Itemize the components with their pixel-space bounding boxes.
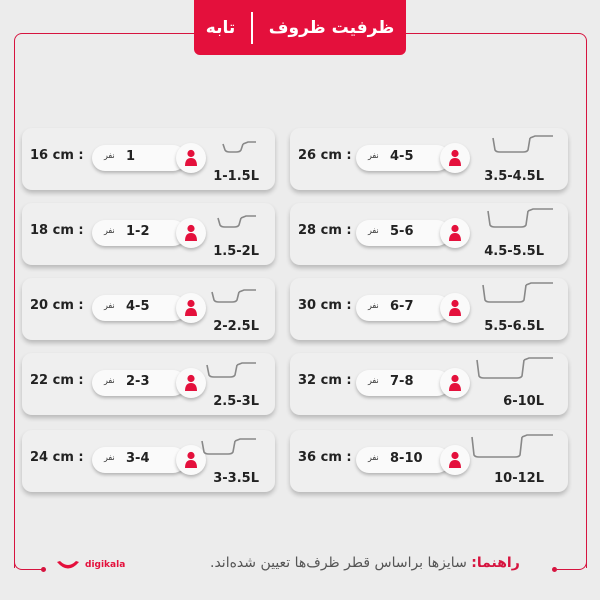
people-pill: نفر 3-4 bbox=[92, 447, 186, 473]
pan-icon bbox=[492, 135, 553, 153]
capacity-card: 28 cm : نفر 5-6 4.5-5.5L bbox=[290, 203, 568, 265]
people-unit: نفر bbox=[368, 453, 379, 462]
smile-icon bbox=[57, 561, 79, 569]
people-unit: نفر bbox=[104, 301, 115, 310]
diameter: 36 cm : bbox=[298, 450, 352, 465]
person-icon bbox=[176, 293, 206, 323]
capacity-liters: 1.5-2L bbox=[213, 244, 259, 259]
capacity-card: 20 cm : نفر 4-5 2-2.5L bbox=[22, 278, 275, 340]
frame-dot-left bbox=[41, 567, 46, 572]
header-subtitle: تابه bbox=[205, 17, 236, 38]
capacity-card: 32 cm : نفر 7-8 6-10L bbox=[290, 353, 568, 415]
people-count: 6-7 bbox=[390, 299, 414, 314]
people-unit: نفر bbox=[104, 226, 115, 235]
people-count: 4-5 bbox=[126, 299, 150, 314]
pan-icon bbox=[206, 362, 256, 378]
diameter: 20 cm : bbox=[30, 298, 84, 313]
frame-dot-right bbox=[552, 567, 557, 572]
digikala-logo: digikala bbox=[55, 559, 125, 571]
people-unit: نفر bbox=[368, 226, 379, 235]
frame-corner-right bbox=[557, 560, 587, 570]
capacity-liters: 4.5-5.5L bbox=[484, 244, 544, 259]
capacity-card: 18 cm : نفر 1-2 1.5-2L bbox=[22, 203, 275, 265]
header-banner: ظرفیت ظروف تابه bbox=[194, 0, 406, 55]
people-pill: نفر 6-7 bbox=[356, 295, 450, 321]
frame-corner-left bbox=[14, 560, 44, 570]
pan-icon bbox=[471, 434, 553, 458]
header-title: ظرفیت ظروف bbox=[268, 17, 395, 38]
diameter: 26 cm : bbox=[298, 148, 352, 163]
people-unit: نفر bbox=[104, 453, 115, 462]
people-pill: نفر 5-6 bbox=[356, 220, 450, 246]
people-count: 2-3 bbox=[126, 374, 150, 389]
people-unit: نفر bbox=[104, 376, 115, 385]
people-unit: نفر bbox=[368, 376, 379, 385]
capacity-liters: 10-12L bbox=[494, 471, 544, 486]
pan-icon bbox=[487, 208, 553, 228]
person-icon bbox=[176, 218, 206, 248]
people-count: 7-8 bbox=[390, 374, 414, 389]
people-count: 1-2 bbox=[126, 224, 150, 239]
people-pill: نفر 1 bbox=[92, 145, 186, 171]
pan-icon bbox=[476, 357, 553, 379]
diameter: 28 cm : bbox=[298, 223, 352, 238]
people-unit: نفر bbox=[368, 151, 379, 160]
people-pill: نفر 4-5 bbox=[356, 145, 450, 171]
people-count: 8-10 bbox=[390, 451, 423, 466]
capacity-card: 22 cm : نفر 2-3 2.5-3L bbox=[22, 353, 275, 415]
people-pill: نفر 4-5 bbox=[92, 295, 186, 321]
diameter: 18 cm : bbox=[30, 223, 84, 238]
person-icon bbox=[176, 445, 206, 475]
people-count: 3-4 bbox=[126, 451, 150, 466]
people-pill: نفر 1-2 bbox=[92, 220, 186, 246]
footer-label: راهنما: bbox=[471, 555, 520, 571]
capacity-liters: 2-2.5L bbox=[213, 319, 259, 334]
people-pill: نفر 8-10 bbox=[356, 447, 450, 473]
capacity-liters: 1-1.5L bbox=[213, 169, 259, 184]
diameter: 32 cm : bbox=[298, 373, 352, 388]
pan-icon bbox=[222, 141, 256, 153]
capacity-liters: 5.5-6.5L bbox=[484, 319, 544, 334]
capacity-liters: 6-10L bbox=[503, 394, 544, 409]
person-icon bbox=[440, 368, 470, 398]
capacity-card: 16 cm : نفر 1 1-1.5L bbox=[22, 128, 275, 190]
capacity-card: 36 cm : نفر 8-10 10-12L bbox=[290, 430, 568, 492]
capacity-liters: 3-3.5L bbox=[213, 471, 259, 486]
logo-text: digikala bbox=[85, 560, 126, 570]
person-icon bbox=[440, 218, 470, 248]
person-icon bbox=[440, 445, 470, 475]
capacity-liters: 2.5-3L bbox=[213, 394, 259, 409]
person-icon bbox=[440, 143, 470, 173]
capacity-card: 26 cm : نفر 4-5 3.5-4.5L bbox=[290, 128, 568, 190]
people-count: 4-5 bbox=[390, 149, 414, 164]
person-icon bbox=[176, 368, 206, 398]
capacity-liters: 3.5-4.5L bbox=[484, 169, 544, 184]
person-icon bbox=[176, 143, 206, 173]
pan-icon bbox=[201, 438, 256, 455]
people-count: 1 bbox=[126, 149, 136, 164]
people-pill: نفر 7-8 bbox=[356, 370, 450, 396]
people-pill: نفر 2-3 bbox=[92, 370, 186, 396]
people-unit: نفر bbox=[368, 301, 379, 310]
footer-guide: راهنما: سایزها براساس قطر ظرف‌ها تعیین ش… bbox=[210, 555, 520, 571]
pan-icon bbox=[217, 215, 256, 228]
capacity-card: 24 cm : نفر 3-4 3-3.5L bbox=[22, 430, 275, 492]
header-divider bbox=[251, 11, 253, 44]
person-icon bbox=[440, 293, 470, 323]
capacity-card: 30 cm : نفر 6-7 5.5-6.5L bbox=[290, 278, 568, 340]
diameter: 30 cm : bbox=[298, 298, 352, 313]
diameter: 22 cm : bbox=[30, 373, 84, 388]
pan-icon bbox=[482, 282, 553, 303]
diameter: 16 cm : bbox=[30, 148, 84, 163]
pan-icon bbox=[211, 289, 256, 303]
people-count: 5-6 bbox=[390, 224, 414, 239]
people-unit: نفر bbox=[104, 151, 115, 160]
diameter: 24 cm : bbox=[30, 450, 84, 465]
footer-text: سایزها براساس قطر ظرف‌ها تعیین شده‌اند. bbox=[210, 555, 472, 571]
